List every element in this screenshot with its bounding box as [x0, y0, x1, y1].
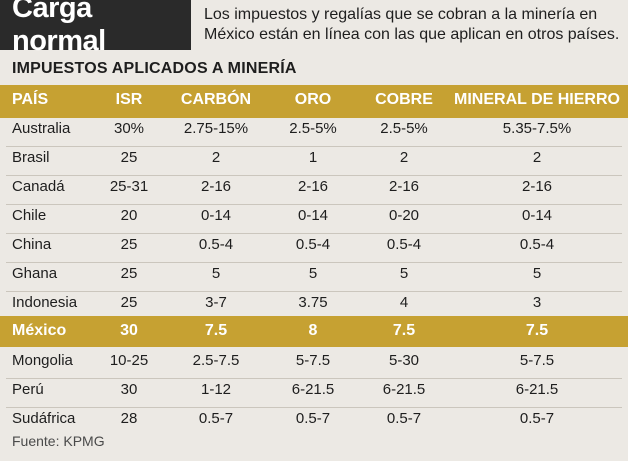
table-cell: 2-16 [297, 178, 329, 195]
table-cell: 2-16 [200, 178, 232, 195]
table-cell: 2.5-5% [380, 120, 428, 137]
row-divider [6, 291, 622, 292]
country-label: Sudáfrica [12, 410, 76, 427]
table-cell: 5 [399, 265, 409, 282]
table-cell: 25 [120, 294, 138, 311]
table-cell: 30 [120, 322, 138, 339]
table-cell: 5-30 [388, 352, 420, 369]
table-cell: 25 [120, 265, 138, 282]
table-cell: 3-7 [205, 294, 227, 311]
table-cell: 7.5 [204, 322, 228, 339]
row-divider [6, 378, 622, 379]
country-label: Mongolia [12, 352, 73, 369]
table-cell: 6-21.5 [382, 381, 426, 398]
row-divider [6, 233, 622, 234]
highlight-row-band [0, 316, 628, 347]
table-cell: 2-16 [388, 178, 420, 195]
column-header: PAÍS [12, 91, 49, 108]
table-cell: 7.5 [392, 322, 416, 339]
column-header: ORO [294, 91, 332, 108]
table-cell: 0.5-4 [198, 236, 234, 253]
table-cell: 28 [120, 410, 138, 427]
table-cell: 25 [120, 149, 138, 166]
row-divider [6, 175, 622, 176]
table-cell: 0-14 [521, 207, 553, 224]
table-cell: 0-14 [200, 207, 232, 224]
country-label: Brasil [12, 149, 50, 166]
table-cell: 0.5-7 [198, 410, 234, 427]
table-cell: 2 [399, 149, 409, 166]
table-cell: 2 [532, 149, 542, 166]
table-cell: 8 [308, 322, 318, 339]
table-cell: 0.5-7 [295, 410, 331, 427]
table-cell: 25-31 [109, 178, 149, 195]
table-cell: 2 [211, 149, 221, 166]
source-note: Fuente: KPMG [12, 433, 105, 449]
table-cell: 30 [120, 381, 138, 398]
table-cell: 2.5-7.5 [192, 352, 240, 369]
table-cell: 20 [120, 207, 138, 224]
table-cell: 1 [308, 149, 318, 166]
table-cell: 5-7.5 [295, 352, 331, 369]
table-cell: 3 [532, 294, 542, 311]
table-cell: 5 [308, 265, 318, 282]
table-cell: 6-21.5 [291, 381, 335, 398]
table-cell: 30% [113, 120, 145, 137]
table-cell: 6-21.5 [515, 381, 559, 398]
country-label: Ghana [12, 265, 58, 282]
row-divider [6, 204, 622, 205]
country-label: Perú [12, 381, 44, 398]
table-cell: 1-12 [200, 381, 232, 398]
table-cell: 4 [399, 294, 409, 311]
table-cell: 2-16 [521, 178, 553, 195]
table-cell: 5 [532, 265, 542, 282]
column-header: MINERAL DE HIERRO [454, 91, 620, 108]
country-label: China [12, 236, 52, 253]
table-cell: 25 [120, 236, 138, 253]
country-label: Canadá [12, 178, 65, 195]
table-title: IMPUESTOS APLICADOS A MINERÍA [12, 60, 297, 77]
table-cell: 0-14 [297, 207, 329, 224]
table-cell: 0.5-4 [386, 236, 422, 253]
table-cell: 0.5-7 [386, 410, 422, 427]
table-cell: 5.35-7.5% [502, 120, 572, 137]
chart-subtitle: Los impuestos y regalías que se cobran a… [204, 6, 620, 43]
table-cell: 0.5-4 [519, 236, 555, 253]
row-divider [6, 262, 622, 263]
table-cell: 3.75 [298, 294, 328, 311]
table-cell: 10-25 [109, 352, 149, 369]
table-cell: 0.5-4 [295, 236, 331, 253]
table-cell: 5 [211, 265, 221, 282]
table-cell: 5-7.5 [519, 352, 555, 369]
country-label: Chile [12, 207, 47, 224]
country-label: Indonesia [12, 294, 78, 311]
column-header: COBRE [375, 91, 433, 108]
row-divider [6, 407, 622, 408]
table-cell: 7.5 [525, 322, 549, 339]
column-header: ISR [115, 91, 143, 108]
header-band [0, 85, 628, 118]
chart-title: Carga normal [0, 0, 191, 57]
country-label: México [12, 322, 67, 339]
table-cell: 2.75-15% [183, 120, 249, 137]
row-divider [6, 146, 622, 147]
table-cell: 2.5-5% [289, 120, 337, 137]
table-cell: 0-20 [388, 207, 420, 224]
column-header: CARBÓN [180, 91, 252, 108]
country-label: Australia [12, 120, 71, 137]
table-cell: 0.5-7 [519, 410, 555, 427]
